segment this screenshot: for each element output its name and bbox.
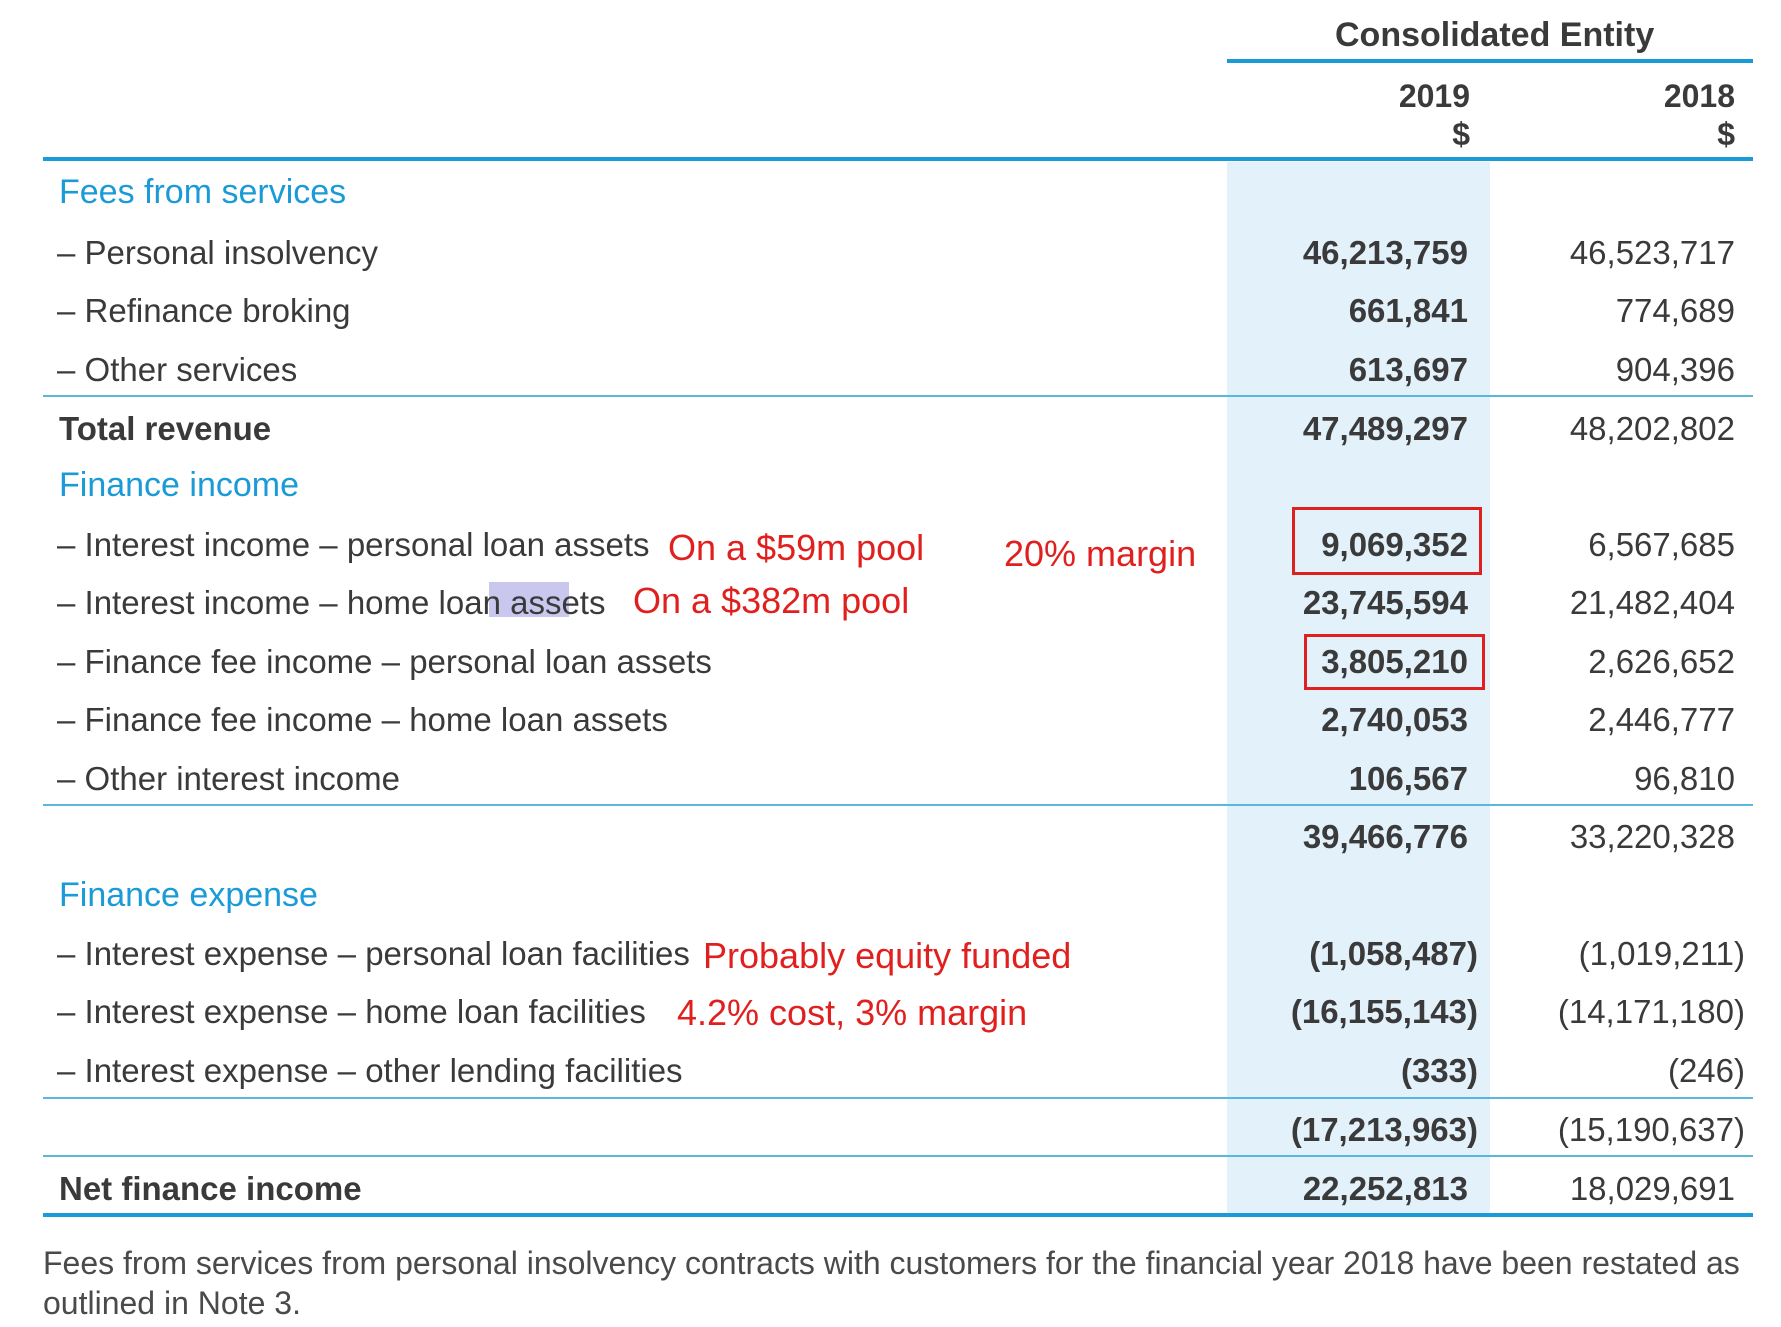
table-bottom-rule [43, 1213, 1753, 1217]
row-label-finance-fee-home: – Finance fee income – home loan assets [57, 701, 668, 738]
value-2018-interest-income-personal: 6,567,685 [1588, 526, 1735, 563]
value-2019-interest-expense-home: (16,155,143) [1290, 993, 1478, 1030]
finance-expense-total-rule [43, 1097, 1753, 1099]
row-label-interest-expense-other: – Interest expense – other lending facil… [57, 1052, 683, 1089]
row-label-interest-income-home: – Interest income – home loan assets [57, 584, 606, 621]
annotation-cost-margin: 4.2% cost, 3% margin [677, 992, 1028, 1033]
text-selection-highlight [489, 582, 569, 617]
value-2018-finance-expense-total: (15,190,637) [1557, 1111, 1745, 1148]
value-2018-interest-income-home: 21,482,404 [1569, 584, 1735, 621]
value-2019-total-revenue: 47,489,297 [1302, 410, 1468, 447]
section-fees-from-services: Fees from services [59, 173, 347, 211]
value-2018-refinance-broking: 774,689 [1615, 292, 1735, 329]
value-2019-other-interest-income: 106,567 [1348, 760, 1468, 797]
value-2018-interest-expense-other: (246) [1667, 1052, 1745, 1089]
value-2019-finance-expense-total: (17,213,963) [1290, 1111, 1478, 1148]
footnote: Fees from services from personal insolve… [43, 1245, 1740, 1321]
value-2018-finance-fee-personal: 2,626,652 [1588, 643, 1735, 680]
row-label-personal-insolvency: – Personal insolvency [57, 234, 379, 271]
finance-income-total-rule [43, 804, 1753, 806]
row-label-other-interest-income: – Other interest income [57, 760, 400, 797]
row-label-finance-fee-personal: – Finance fee income – personal loan ass… [57, 643, 712, 680]
row-label-net-finance-income: Net finance income [59, 1170, 362, 1207]
year-2018-header: 2018 [1663, 78, 1735, 114]
annotation-20-margin: 20% margin [1004, 533, 1197, 574]
value-2019-personal-insolvency: 46,213,759 [1302, 234, 1468, 271]
value-2018-other-services: 904,396 [1615, 351, 1735, 388]
net-finance-income-rule [43, 1155, 1753, 1157]
currency-2018-header: $ [1717, 116, 1735, 152]
row-label-total-revenue: Total revenue [59, 410, 272, 447]
header-bottom-rule [43, 157, 1753, 161]
value-2018-other-interest-income: 96,810 [1634, 760, 1735, 797]
annotation-59m-pool: On a $59m pool [668, 527, 925, 568]
value-2019-interest-expense-other: (333) [1400, 1052, 1478, 1089]
section-finance-expense: Finance expense [59, 876, 318, 914]
value-2018-finance-fee-home: 2,446,777 [1588, 701, 1735, 738]
row-label-refinance-broking: – Refinance broking [57, 292, 351, 329]
row-label-other-services: – Other services [57, 351, 298, 388]
section-finance-income: Finance income [59, 466, 300, 504]
annotation-equity-funded: Probably equity funded [703, 935, 1072, 976]
row-label-interest-expense-home: – Interest expense – home loan facilitie… [57, 993, 646, 1030]
annotation-382m-pool: On a $382m pool [633, 580, 910, 621]
value-2019-finance-fee-home: 2,740,053 [1321, 701, 1468, 738]
entity-header: Consolidated Entity [1335, 16, 1655, 54]
value-2019-refinance-broking: 661,841 [1348, 292, 1468, 329]
row-label-interest-income-personal: – Interest income – personal loan assets [57, 526, 650, 563]
value-2019-net-finance-income: 22,252,813 [1302, 1170, 1468, 1207]
value-2018-finance-income-total: 33,220,328 [1569, 818, 1735, 855]
value-2019-finance-income-total: 39,466,776 [1302, 818, 1468, 855]
value-2019-interest-income-personal: 9,069,352 [1321, 526, 1468, 563]
year-2019-header: 2019 [1398, 78, 1470, 114]
value-2019-other-services: 613,697 [1348, 351, 1468, 388]
highlight-box-fee-personal [1304, 634, 1485, 690]
value-2018-interest-expense-personal: (1,019,211) [1578, 935, 1745, 972]
value-2019-finance-fee-personal: 3,805,210 [1321, 643, 1468, 680]
value-2018-total-revenue: 48,202,802 [1569, 410, 1735, 447]
total-revenue-rule [43, 395, 1753, 397]
row-label-interest-expense-personal: – Interest expense – personal loan facil… [57, 935, 690, 972]
value-2018-personal-insolvency: 46,523,717 [1569, 234, 1735, 271]
currency-2019-header: $ [1452, 116, 1470, 152]
value-2018-interest-expense-home: (14,171,180) [1557, 993, 1745, 1030]
value-2019-interest-income-home: 23,745,594 [1302, 584, 1468, 621]
value-2019-interest-expense-personal: (1,058,487) [1309, 935, 1478, 972]
highlight-box-interest-personal [1292, 507, 1482, 575]
value-2018-net-finance-income: 18,029,691 [1569, 1170, 1735, 1207]
entity-header-rule [1227, 59, 1753, 63]
